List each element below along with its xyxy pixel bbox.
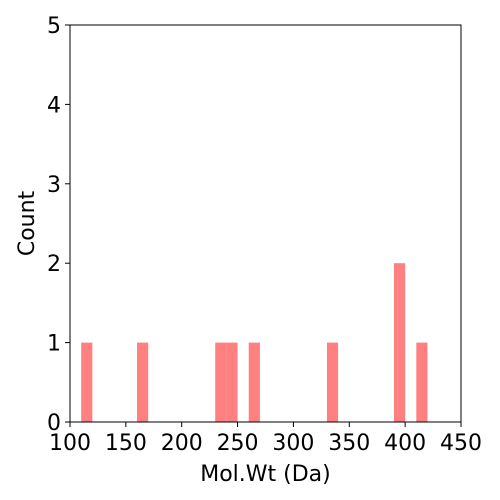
x-tick-label: 400 — [384, 431, 426, 456]
histogram-bar-1 — [81, 342, 93, 422]
histogram-bar-4 — [226, 342, 238, 422]
plot-frame — [69, 24, 462, 423]
x-axis: 100 150 200 250 300 350 400 450 — [49, 422, 482, 456]
x-tick-label: 350 — [328, 431, 370, 456]
y-tick-label: 3 — [47, 173, 61, 198]
y-axis: 0 1 2 3 4 5 — [47, 14, 70, 436]
x-tick-label: 250 — [217, 431, 259, 456]
y-tick-label: 5 — [47, 14, 61, 39]
histogram-bar-8 — [416, 342, 428, 422]
x-tick-label: 100 — [49, 431, 91, 456]
y-axis-label: Count — [15, 190, 40, 256]
y-tick-label: 1 — [47, 332, 61, 357]
x-tick-label: 200 — [161, 431, 203, 456]
x-tick-label: 150 — [105, 431, 147, 456]
bars-group — [81, 263, 428, 422]
histogram-bar-2 — [137, 342, 149, 422]
x-tick-label: 450 — [440, 431, 482, 456]
histogram-bar-5 — [248, 342, 260, 422]
y-tick-label: 0 — [47, 411, 61, 436]
y-tick-label: 2 — [47, 252, 61, 277]
x-axis-label: Mol.Wt (Da) — [200, 462, 331, 487]
histogram-bar-3 — [215, 342, 227, 422]
x-tick-label: 300 — [272, 431, 314, 456]
y-tick-label: 4 — [47, 93, 61, 118]
histogram-bar-7 — [393, 263, 406, 422]
histogram-bar-6 — [326, 342, 339, 422]
